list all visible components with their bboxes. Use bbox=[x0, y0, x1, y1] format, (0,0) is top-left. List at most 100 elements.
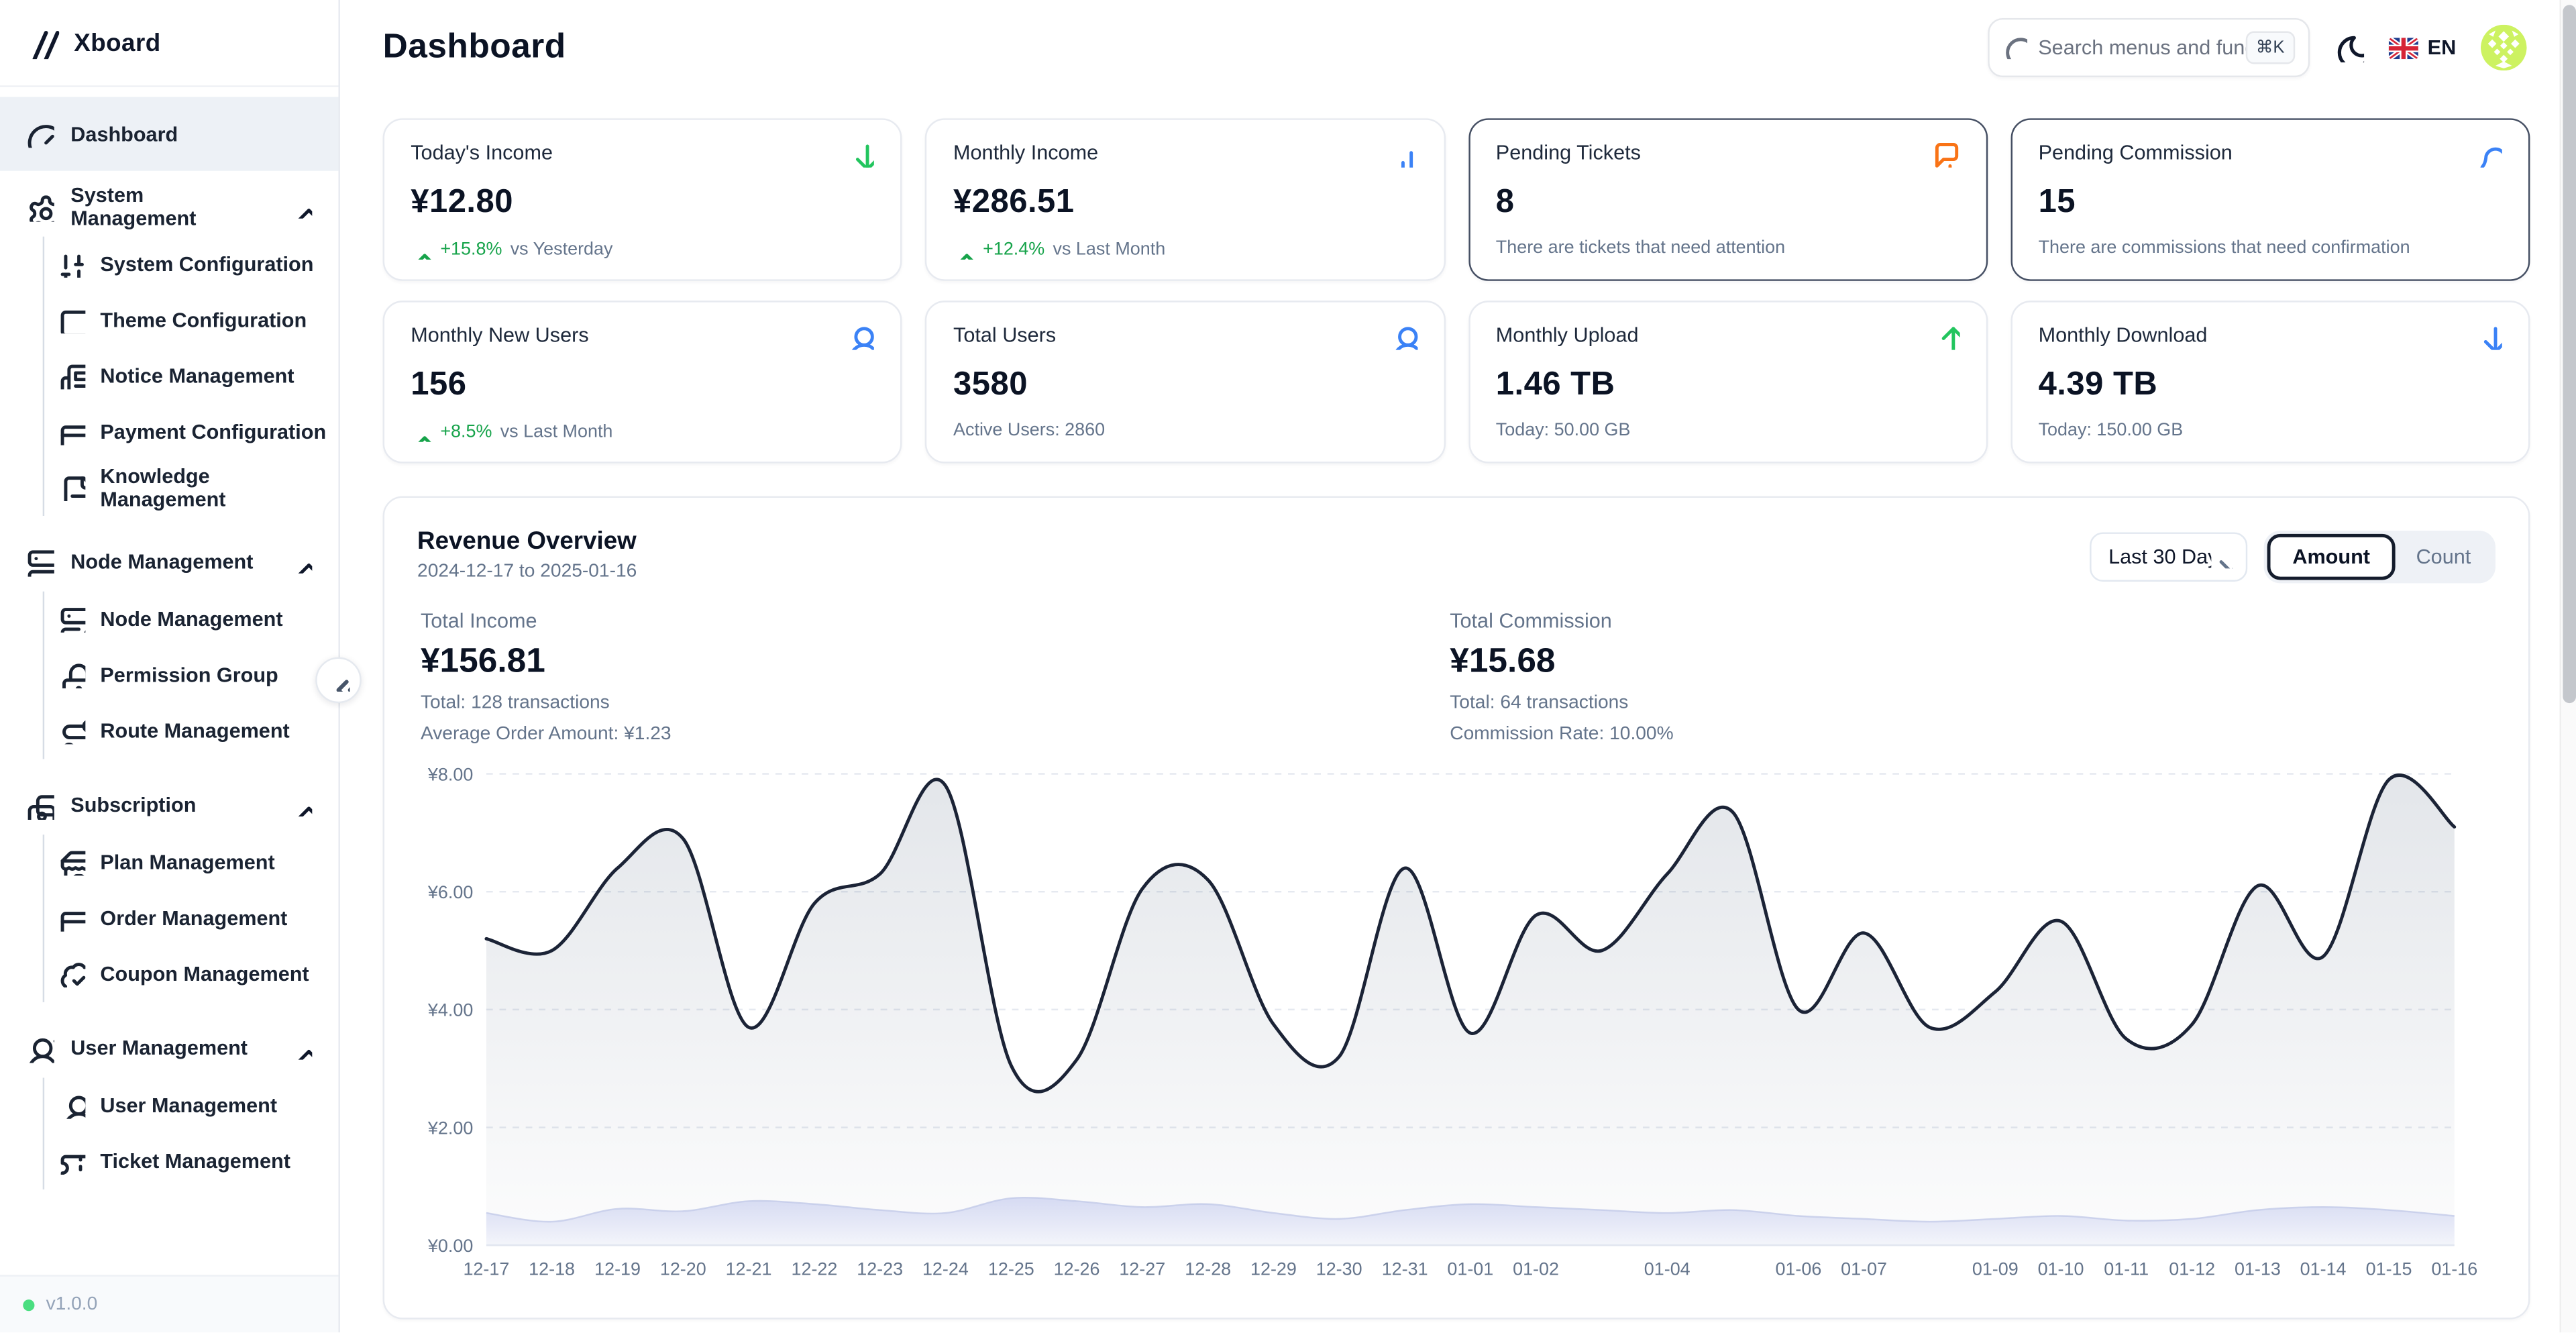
sidebar-section-user-management[interactable]: User Management bbox=[0, 1018, 338, 1077]
card-title: Total Users bbox=[953, 323, 1057, 347]
sidebar-section-system-management[interactable]: System Management bbox=[0, 177, 338, 236]
trend-suffix: vs Last Month bbox=[1053, 239, 1166, 259]
status-dot bbox=[23, 1299, 35, 1312]
card-title: Monthly New Users bbox=[411, 323, 589, 347]
dark-mode-toggle[interactable] bbox=[2334, 33, 2363, 62]
sidebar-item-system-configuration[interactable]: System Configuration bbox=[59, 237, 338, 292]
sidebar-item-knowledge-management[interactable]: Knowledge Management bbox=[59, 460, 338, 516]
chevron-up-icon bbox=[289, 195, 312, 218]
sliders-icon bbox=[59, 252, 85, 278]
card-monthly-download: Monthly Download 4.39 TB Today: 150.00 G… bbox=[2010, 301, 2530, 464]
card-value: ¥12.80 bbox=[411, 184, 514, 221]
svg-text:12-25: 12-25 bbox=[988, 1259, 1034, 1279]
messages-icon bbox=[1933, 142, 1960, 168]
users-icon bbox=[1391, 323, 1417, 350]
card-monthly-income: Monthly Income ¥286.51 +12.4% vs Last Mo… bbox=[925, 118, 1445, 281]
card-total-users: Total Users 3580 Active Users: 2860 bbox=[925, 301, 1445, 464]
search-box: ⌘K bbox=[1987, 17, 2310, 78]
card-pending-commission[interactable]: Pending Commission 15 There are commissi… bbox=[2010, 118, 2530, 281]
sidebar-item-user-management[interactable]: User Management bbox=[59, 1078, 338, 1134]
scrollbar-thumb[interactable] bbox=[2563, 5, 2576, 704]
card-todays-income: Today's Income ¥12.80 +15.8% vs Yesterda… bbox=[382, 118, 903, 281]
sidebar-section-subscription[interactable]: Subscription bbox=[0, 776, 338, 835]
total-commission-block: Total Commission ¥15.68 Total: 64 transa… bbox=[1450, 610, 2496, 745]
app-logo[interactable]: Xboard bbox=[0, 0, 339, 87]
sidebar-group-node: Node Management Node Management Permissi… bbox=[0, 532, 338, 759]
sidebar-item-dashboard[interactable]: Dashboard bbox=[0, 97, 339, 171]
sidebar-item-notice-management[interactable]: Notice Management bbox=[59, 348, 338, 404]
trend-value: +8.5% bbox=[440, 421, 492, 441]
newspaper-icon bbox=[59, 363, 85, 389]
card-subtitle: Today: 50.00 GB bbox=[1495, 420, 1631, 441]
revenue-overview-card: Revenue Overview 2024-12-17 to 2025-01-1… bbox=[382, 496, 2530, 1320]
sidebar-item-label: Order Management bbox=[100, 906, 288, 930]
trend-suffix: vs Last Month bbox=[500, 421, 613, 441]
card-title: Monthly Download bbox=[2038, 323, 2208, 347]
sidebar-item-label: System Configuration bbox=[100, 253, 314, 276]
card-pending-tickets[interactable]: Pending Tickets 8 There are tickets that… bbox=[1468, 118, 1988, 281]
avatar[interactable] bbox=[2480, 24, 2527, 71]
bar-chart-icon bbox=[1391, 142, 1417, 168]
revenue-area-chart: ¥0.00 ¥2.00 ¥4.00 ¥6.00 ¥8.00 12-17 12-18 12-19… bbox=[427, 764, 2477, 1279]
logo-icon bbox=[26, 26, 59, 59]
server-icon bbox=[26, 548, 54, 576]
trend-suffix: vs Yesterday bbox=[510, 239, 613, 259]
sidebar-item-label: Permission Group bbox=[100, 663, 278, 687]
sidebar-nav: Dashboard System Management System Confi… bbox=[0, 87, 339, 1276]
stats-grid: Today's Income ¥12.80 +15.8% vs Yesterda… bbox=[382, 118, 2530, 464]
sidebar-item-label: Ticket Management bbox=[100, 1150, 290, 1173]
version-label: v1.0.0 bbox=[46, 1295, 98, 1316]
svg-text:01-02: 01-02 bbox=[1513, 1259, 1559, 1279]
total-commission-transactions: Total: 64 transactions bbox=[1450, 693, 1629, 713]
upload-icon bbox=[1933, 323, 1960, 350]
sidebar-item-node-management[interactable]: Node Management bbox=[59, 592, 338, 647]
toggle-count-button[interactable]: Count bbox=[2395, 534, 2492, 580]
sidebar-section-node-management[interactable]: Node Management bbox=[0, 532, 338, 591]
section-label: Node Management bbox=[70, 550, 254, 574]
card-title: Pending Tickets bbox=[1495, 141, 1641, 164]
sidebar-group-system: System Management System Configuration T… bbox=[0, 177, 338, 516]
sidebar-item-ticket-management[interactable]: Ticket Management bbox=[59, 1134, 338, 1189]
trending-up-icon bbox=[411, 421, 432, 442]
card-title: Monthly Income bbox=[953, 141, 1099, 164]
svg-text:12-30: 12-30 bbox=[1316, 1259, 1362, 1279]
sidebar-item-order-management[interactable]: Order Management bbox=[59, 890, 338, 946]
card-value: 8 bbox=[1495, 184, 1515, 221]
file-text-icon bbox=[59, 475, 85, 501]
monitor-icon bbox=[59, 307, 85, 333]
svg-text:12-18: 12-18 bbox=[529, 1259, 575, 1279]
svg-text:¥0.00: ¥0.00 bbox=[427, 1236, 473, 1256]
svg-text:12-17: 12-17 bbox=[463, 1259, 509, 1279]
sidebar-item-payment-configuration[interactable]: Payment Configuration bbox=[59, 404, 338, 460]
revenue-controls: Last 30 Days Amount Count bbox=[2090, 531, 2496, 584]
svg-text:01-13: 01-13 bbox=[2235, 1259, 2281, 1279]
sidebar-item-theme-configuration[interactable]: Theme Configuration bbox=[59, 292, 338, 348]
svg-text:12-19: 12-19 bbox=[594, 1259, 641, 1279]
sidebar-item-coupon-management[interactable]: Coupon Management bbox=[59, 947, 338, 1002]
users-icon bbox=[26, 1034, 54, 1063]
svg-text:01-15: 01-15 bbox=[2366, 1259, 2412, 1279]
sidebar-collapse-button[interactable] bbox=[315, 657, 362, 704]
card-value: 1.46 TB bbox=[1495, 366, 1615, 403]
main-area: Dashboard ⌘K bbox=[339, 0, 2576, 1333]
sidebar-item-label: Route Management bbox=[100, 719, 290, 743]
svg-text:12-27: 12-27 bbox=[1119, 1259, 1165, 1279]
total-income-transactions: Total: 128 transactions bbox=[420, 693, 610, 713]
svg-text:¥2.00: ¥2.00 bbox=[427, 1118, 473, 1138]
trending-up-icon bbox=[953, 238, 975, 260]
total-commission-label: Total Commission bbox=[1450, 609, 1612, 633]
chevron-up-icon bbox=[289, 1036, 312, 1059]
svg-text:01-06: 01-06 bbox=[1775, 1259, 1821, 1279]
route-icon bbox=[59, 718, 85, 744]
avatar-identicon bbox=[2480, 24, 2527, 71]
sidebar-item-route-management[interactable]: Route Management bbox=[59, 703, 338, 759]
sidebar-item-permission-group[interactable]: Permission Group bbox=[59, 647, 338, 703]
toggle-amount-button[interactable]: Amount bbox=[2267, 533, 2395, 580]
card-monthly-new-users: Monthly New Users 156 +8.5% vs Last Mont… bbox=[382, 301, 903, 464]
language-selector[interactable]: EN bbox=[2387, 36, 2456, 59]
svg-text:12-23: 12-23 bbox=[857, 1259, 903, 1279]
total-commission-value: ¥15.68 bbox=[1450, 642, 1556, 680]
trend-value: +12.4% bbox=[983, 239, 1045, 259]
period-select[interactable]: Last 30 Days bbox=[2090, 532, 2249, 582]
sidebar-item-plan-management[interactable]: Plan Management bbox=[59, 835, 338, 890]
